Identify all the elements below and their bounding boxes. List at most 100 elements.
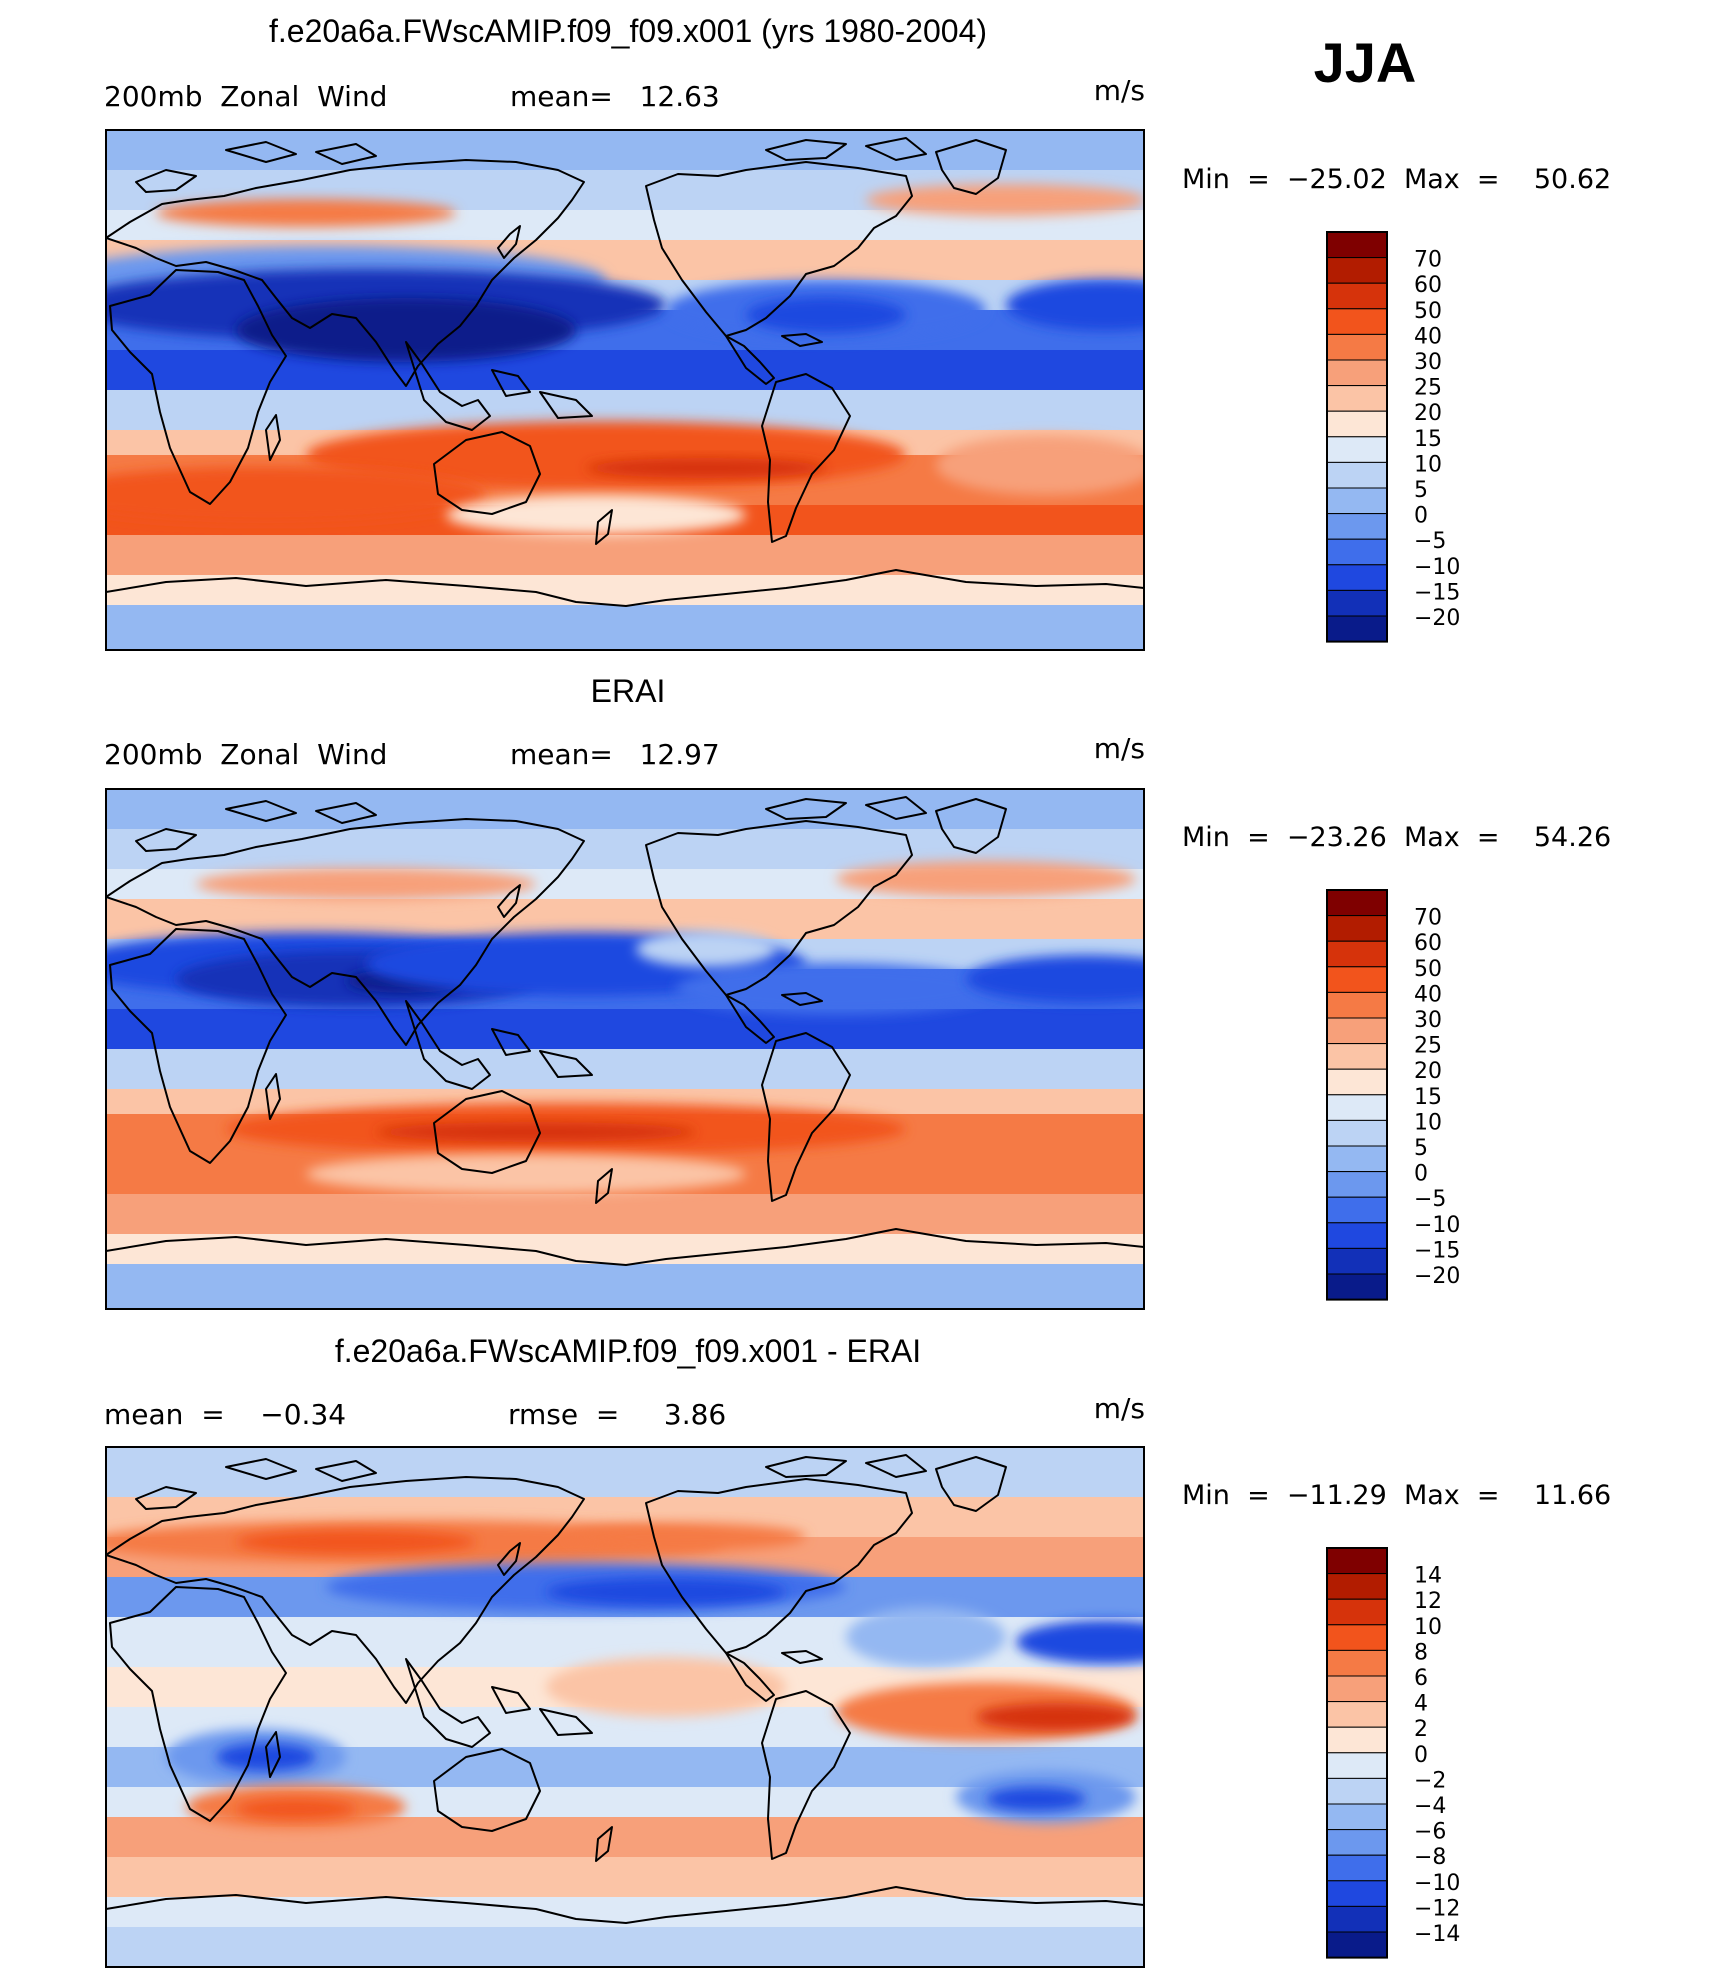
colorbar-tick-label: −15 [1414, 1238, 1460, 1263]
colorbar-tick-label: 5 [1414, 478, 1428, 503]
colorbar-segment [1326, 513, 1388, 540]
colorbar-tick-label: 10 [1414, 1615, 1442, 1640]
colorbar-segment [1326, 1931, 1388, 1959]
colorbar-segment [1326, 564, 1388, 591]
colorbar-tick-label: −4 [1414, 1794, 1446, 1819]
colorbar-segment [1326, 966, 1388, 993]
colorbar-tick-label: 20 [1414, 401, 1442, 426]
colorbar-tick-label: −20 [1414, 1264, 1460, 1289]
panel-stat-label: rmse = 3.86 [508, 1398, 726, 1431]
colorbar-tick-label: 50 [1414, 299, 1442, 324]
colorbar-tick-label: −2 [1414, 1768, 1446, 1793]
colorbar-segment [1326, 1854, 1388, 1882]
colorbar-segment [1326, 1273, 1388, 1301]
colorbar-segment [1326, 385, 1388, 412]
colorbar-tick-label: −5 [1414, 1187, 1446, 1212]
panel-left-label: 200mb Zonal Wind [104, 80, 387, 113]
colorbar-tick-label: 25 [1414, 1034, 1442, 1059]
colorbar-segment [1326, 1222, 1388, 1249]
colorbar-tick-label: −12 [1414, 1896, 1460, 1921]
min-max-label: Min = −23.26 Max = 54.26 [1182, 822, 1611, 853]
colorbar-tick-label: 50 [1414, 957, 1442, 982]
colorbar-segment [1326, 1043, 1388, 1070]
colorbar-tick-label: 5 [1414, 1136, 1428, 1161]
colorbar-segment [1326, 889, 1388, 917]
colorbar-segment [1326, 1171, 1388, 1198]
colorbar-segment [1326, 915, 1388, 942]
map-field [106, 789, 1144, 1309]
colorbar-tick-label: −8 [1414, 1845, 1446, 1870]
colorbar-tick-label: −10 [1414, 1213, 1460, 1238]
colorbar-tick-label: 15 [1414, 1085, 1442, 1110]
colorbar-tick-label: 25 [1414, 376, 1442, 401]
map-frame [105, 788, 1145, 1310]
colorbar-segment [1326, 1649, 1388, 1677]
colorbar-segment [1326, 308, 1388, 335]
colorbar-tick-label: −10 [1414, 1871, 1460, 1896]
colorbar-segment [1326, 231, 1388, 259]
colorbar-segment [1326, 1573, 1388, 1600]
colorbar-segment [1326, 410, 1388, 438]
colorbar-segment [1326, 1196, 1388, 1224]
colorbar-tick-label: −6 [1414, 1820, 1446, 1845]
colorbar-tick-label: 0 [1414, 1743, 1428, 1768]
colorbar-tick-label: −10 [1414, 555, 1460, 580]
colorbar-tick-label: 14 [1414, 1564, 1442, 1589]
panel-stat-label: mean= 12.97 [510, 738, 720, 771]
colorbar-segment [1326, 1624, 1388, 1651]
colorbar-tick-label: 8 [1414, 1640, 1428, 1665]
colorbar-segment [1326, 1068, 1388, 1096]
colorbar-tick-label: −15 [1414, 580, 1460, 605]
colorbar-tick-label: 60 [1414, 273, 1442, 298]
map-frame [105, 1446, 1145, 1968]
panel-3: f.e20a6a.FWscAMIP.f09_f09.x001 - ERAI mea… [104, 1333, 1611, 1968]
colorbar-tick-label: 40 [1414, 982, 1442, 1007]
colorbar-tick-label: 2 [1414, 1717, 1428, 1742]
colorbar-tick-label: 70 [1414, 906, 1442, 931]
map-frame [105, 129, 1145, 651]
colorbar-segment [1326, 282, 1388, 310]
colorbar-tick-label: 30 [1414, 350, 1442, 375]
map-field [106, 130, 1144, 650]
colorbar-tick-label: 0 [1414, 1162, 1428, 1187]
colorbar-tick-label: 40 [1414, 324, 1442, 349]
colorbar-tick-label: 15 [1414, 427, 1442, 452]
colorbar-segment [1326, 940, 1388, 968]
colorbar-tick-label: 0 [1414, 504, 1428, 529]
map-field [106, 1447, 1144, 1967]
colorbar-segment [1326, 257, 1388, 284]
colorbar-tick-label: 10 [1414, 452, 1442, 477]
colorbar-segment [1326, 1145, 1388, 1173]
season-label: JJA [1314, 31, 1417, 94]
units-label: m/s [1094, 1392, 1145, 1425]
colorbar-segment [1326, 1752, 1388, 1779]
panel-title: ERAI [591, 673, 666, 709]
colorbar-tick-label: 60 [1414, 931, 1442, 956]
colorbar-segment [1326, 1777, 1388, 1805]
colorbar-tick-label: 6 [1414, 1666, 1428, 1691]
colorbar-tick-label: 4 [1414, 1692, 1428, 1717]
colorbar-tick-label: −5 [1414, 529, 1446, 554]
colorbar-tick-label: 10 [1414, 1110, 1442, 1135]
colorbar-segment [1326, 359, 1388, 387]
colorbar-segment [1326, 991, 1388, 1019]
colorbar-segment [1326, 1547, 1388, 1575]
colorbar-segment [1326, 1880, 1388, 1907]
colorbar-segment [1326, 1803, 1388, 1831]
min-max-label: Min = −11.29 Max = 11.66 [1182, 1480, 1611, 1511]
colorbar-segment [1326, 1247, 1388, 1275]
colorbar-segment [1326, 538, 1388, 566]
colorbar-segment [1326, 1701, 1388, 1728]
panel-1: f.e20a6a.FWscAMIP.f09_f09.x001 (yrs 1980… [104, 13, 1611, 651]
colorbar-segment [1326, 1094, 1388, 1121]
panel-left-label: mean = −0.34 [104, 1398, 346, 1431]
colorbar-segment [1326, 487, 1388, 515]
colorbar-tick-label: 20 [1414, 1059, 1442, 1084]
colorbar-segment [1326, 333, 1388, 361]
panel-stat-label: mean= 12.63 [510, 80, 720, 113]
colorbar-tick-label: 70 [1414, 248, 1442, 273]
colorbar-segment [1326, 1119, 1388, 1147]
